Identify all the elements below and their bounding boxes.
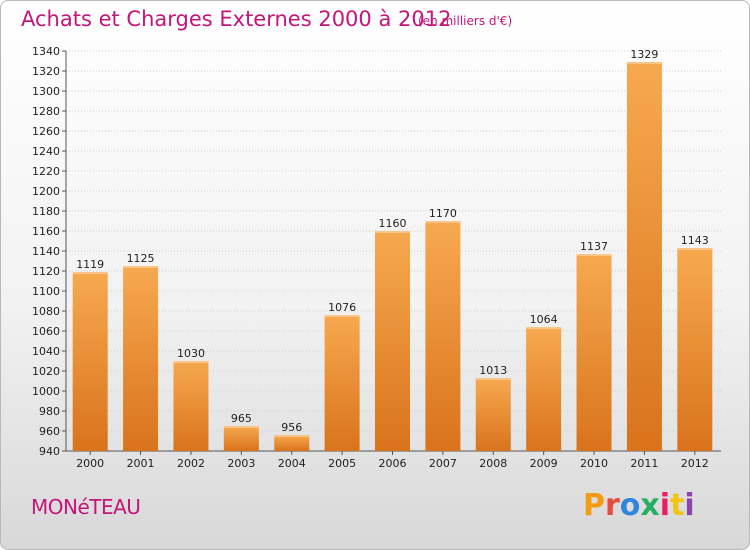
value-label: 1013 <box>479 364 507 377</box>
x-tick-label: 2010 <box>580 457 608 470</box>
x-tick-label: 2003 <box>227 457 255 470</box>
logo-letter: x <box>640 488 660 523</box>
bar-top-edge <box>324 315 360 317</box>
x-tick-label: 2004 <box>278 457 306 470</box>
y-tick-label: 1340 <box>32 45 60 58</box>
y-tick-label: 1040 <box>32 345 60 358</box>
bar <box>677 248 713 451</box>
bar-top-edge <box>626 62 662 64</box>
x-tick-label: 2005 <box>328 457 356 470</box>
value-label: 965 <box>231 412 252 425</box>
y-tick-label: 1180 <box>32 205 60 218</box>
bar-top-edge <box>223 426 259 428</box>
value-label: 1125 <box>127 252 155 265</box>
chart-subtitle: (en milliers d'€) <box>418 14 513 28</box>
bar-top-edge <box>425 221 461 223</box>
y-tick-label: 1240 <box>32 145 60 158</box>
bar-top-edge <box>576 254 612 256</box>
bar <box>123 266 159 451</box>
y-tick-label: 1280 <box>32 105 60 118</box>
bar <box>72 272 108 451</box>
logo-letter: t <box>670 488 685 523</box>
x-tick-label: 2006 <box>379 457 407 470</box>
y-tick-label: 960 <box>39 425 60 438</box>
bar <box>626 62 662 451</box>
bar <box>324 315 360 451</box>
bar <box>375 231 410 451</box>
value-label: 1143 <box>681 234 709 247</box>
value-label: 1064 <box>530 313 558 326</box>
y-tick-label: 1080 <box>32 305 60 318</box>
x-tick-label: 2009 <box>530 457 558 470</box>
bar-top-edge <box>526 327 562 329</box>
value-label: 1137 <box>580 240 608 253</box>
bar-top-edge <box>274 435 310 437</box>
bar <box>576 254 612 451</box>
y-tick-label: 1140 <box>32 245 60 258</box>
x-tick-label: 2008 <box>479 457 507 470</box>
value-label: 1329 <box>630 48 658 61</box>
y-tick-label: 1260 <box>32 125 60 138</box>
proxiti-logo: Proxiti <box>583 488 695 523</box>
y-tick-label: 1020 <box>32 365 60 378</box>
logo-letter: o <box>619 488 641 523</box>
value-label: 1030 <box>177 347 205 360</box>
y-tick-label: 1220 <box>32 165 60 178</box>
y-tick-label: 1300 <box>32 85 60 98</box>
y-tick-label: 1060 <box>32 325 60 338</box>
bar-top-edge <box>123 266 159 268</box>
value-label: 1160 <box>379 217 407 230</box>
x-tick-label: 2012 <box>681 457 709 470</box>
value-labels: 1119 1125 1030 965 956 1076 1160 1170 1013 1064 11… <box>76 48 709 434</box>
y-tick-label: 940 <box>39 445 60 458</box>
value-label: 1170 <box>429 207 457 220</box>
chart-title: Achats et Charges Externes 2000 à 2012 <box>21 7 452 31</box>
bar <box>526 327 562 451</box>
y-tick-label: 1200 <box>32 185 60 198</box>
logo-letter: P <box>583 488 605 523</box>
bar-top-edge <box>375 231 410 233</box>
y-tick-label: 1000 <box>32 385 60 398</box>
bar-top-edge <box>72 272 108 274</box>
bar-top-edge <box>677 248 713 250</box>
y-tick-label: 1160 <box>32 225 60 238</box>
x-tick-label: 2001 <box>127 457 155 470</box>
bar-top-edge <box>475 378 511 380</box>
y-tick-label: 1100 <box>32 285 60 298</box>
city-name: MONéTEAU <box>31 495 141 519</box>
y-tick-label: 1120 <box>32 265 60 278</box>
bar-top-edge <box>173 361 209 363</box>
bar <box>223 426 259 451</box>
y-tick-label: 1320 <box>32 65 60 78</box>
x-tick-label: 2011 <box>630 457 658 470</box>
bar <box>274 435 310 451</box>
logo-letter: i <box>684 488 695 523</box>
bars <box>72 62 713 451</box>
logo-letter: i <box>659 488 671 523</box>
x-tick-label: 2007 <box>429 457 457 470</box>
x-tick-label: 2002 <box>177 457 205 470</box>
x-tick-label: 2000 <box>76 457 104 470</box>
value-label: 1076 <box>328 301 356 314</box>
y-tick-label: 980 <box>39 405 60 418</box>
axes: 940 960 980 1000 1020 1040 1060 1080 1100 1120 114… <box>32 45 721 470</box>
value-label: 1119 <box>76 258 104 271</box>
logo-letter: r <box>605 488 620 523</box>
value-label: 956 <box>281 421 302 434</box>
bar <box>475 378 511 451</box>
bar <box>425 221 461 451</box>
bar <box>173 361 209 451</box>
